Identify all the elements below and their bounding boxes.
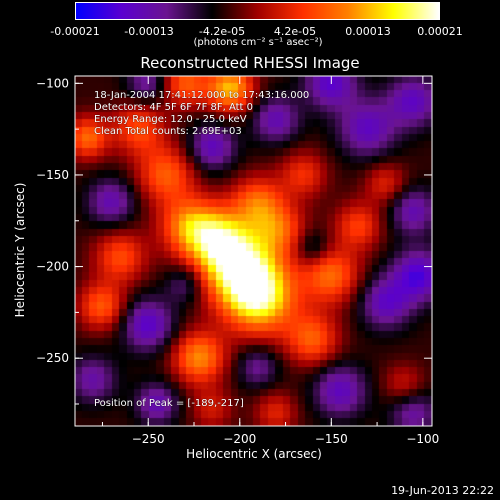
y-tick-label: −250 [36, 351, 69, 365]
annotation-energy-range: Energy Range: 12.0 - 25.0 keV [94, 114, 247, 125]
colorbar-tick: 4.2e-05 [273, 25, 317, 38]
x-tick-label: −150 [315, 432, 348, 446]
colorbar [75, 2, 440, 20]
x-tick-label: −200 [223, 432, 256, 446]
colorbar-tick: 0.00013 [345, 25, 391, 38]
y-tick-label: −100 [36, 76, 69, 90]
chart-title: Reconstructed RHESSI Image [140, 54, 360, 72]
colorbar-tick: -4.2e-05 [198, 25, 246, 38]
annotation-clean-counts: Clean Total counts: 2.69E+03 [94, 126, 242, 137]
plot-area: 18-Jan-2004 17:41:12.000 to 17:43:16.000… [75, 76, 432, 426]
annotation-peak-position: Position of Peak = [-189,-217] [94, 398, 244, 409]
colorbar-gradient [76, 3, 439, 19]
colorbar-tick: -0.00013 [124, 25, 174, 38]
colorbar-tick: 0.00021 [417, 25, 463, 38]
x-axis-label: Heliocentric X (arcsec) [186, 447, 322, 461]
colorbar-tick: -0.00021 [50, 25, 100, 38]
x-tick-label: −100 [406, 432, 439, 446]
x-tick-label: −250 [132, 432, 165, 446]
annotation-time-range: 18-Jan-2004 17:41:12.000 to 17:43:16.000 [94, 90, 310, 101]
y-tick-label: −150 [36, 168, 69, 182]
plot-timestamp: 19-Jun-2013 22:22 [391, 484, 494, 497]
annotation-detectors: Detectors: 4F 5F 6F 7F 8F, Att 0 [94, 102, 254, 113]
y-tick-label: −200 [36, 260, 69, 274]
colorbar-unit-label: (photons cm⁻² s⁻¹ asec⁻²) [193, 37, 323, 48]
y-axis-label: Heliocentric Y (arcsec) [13, 182, 27, 318]
